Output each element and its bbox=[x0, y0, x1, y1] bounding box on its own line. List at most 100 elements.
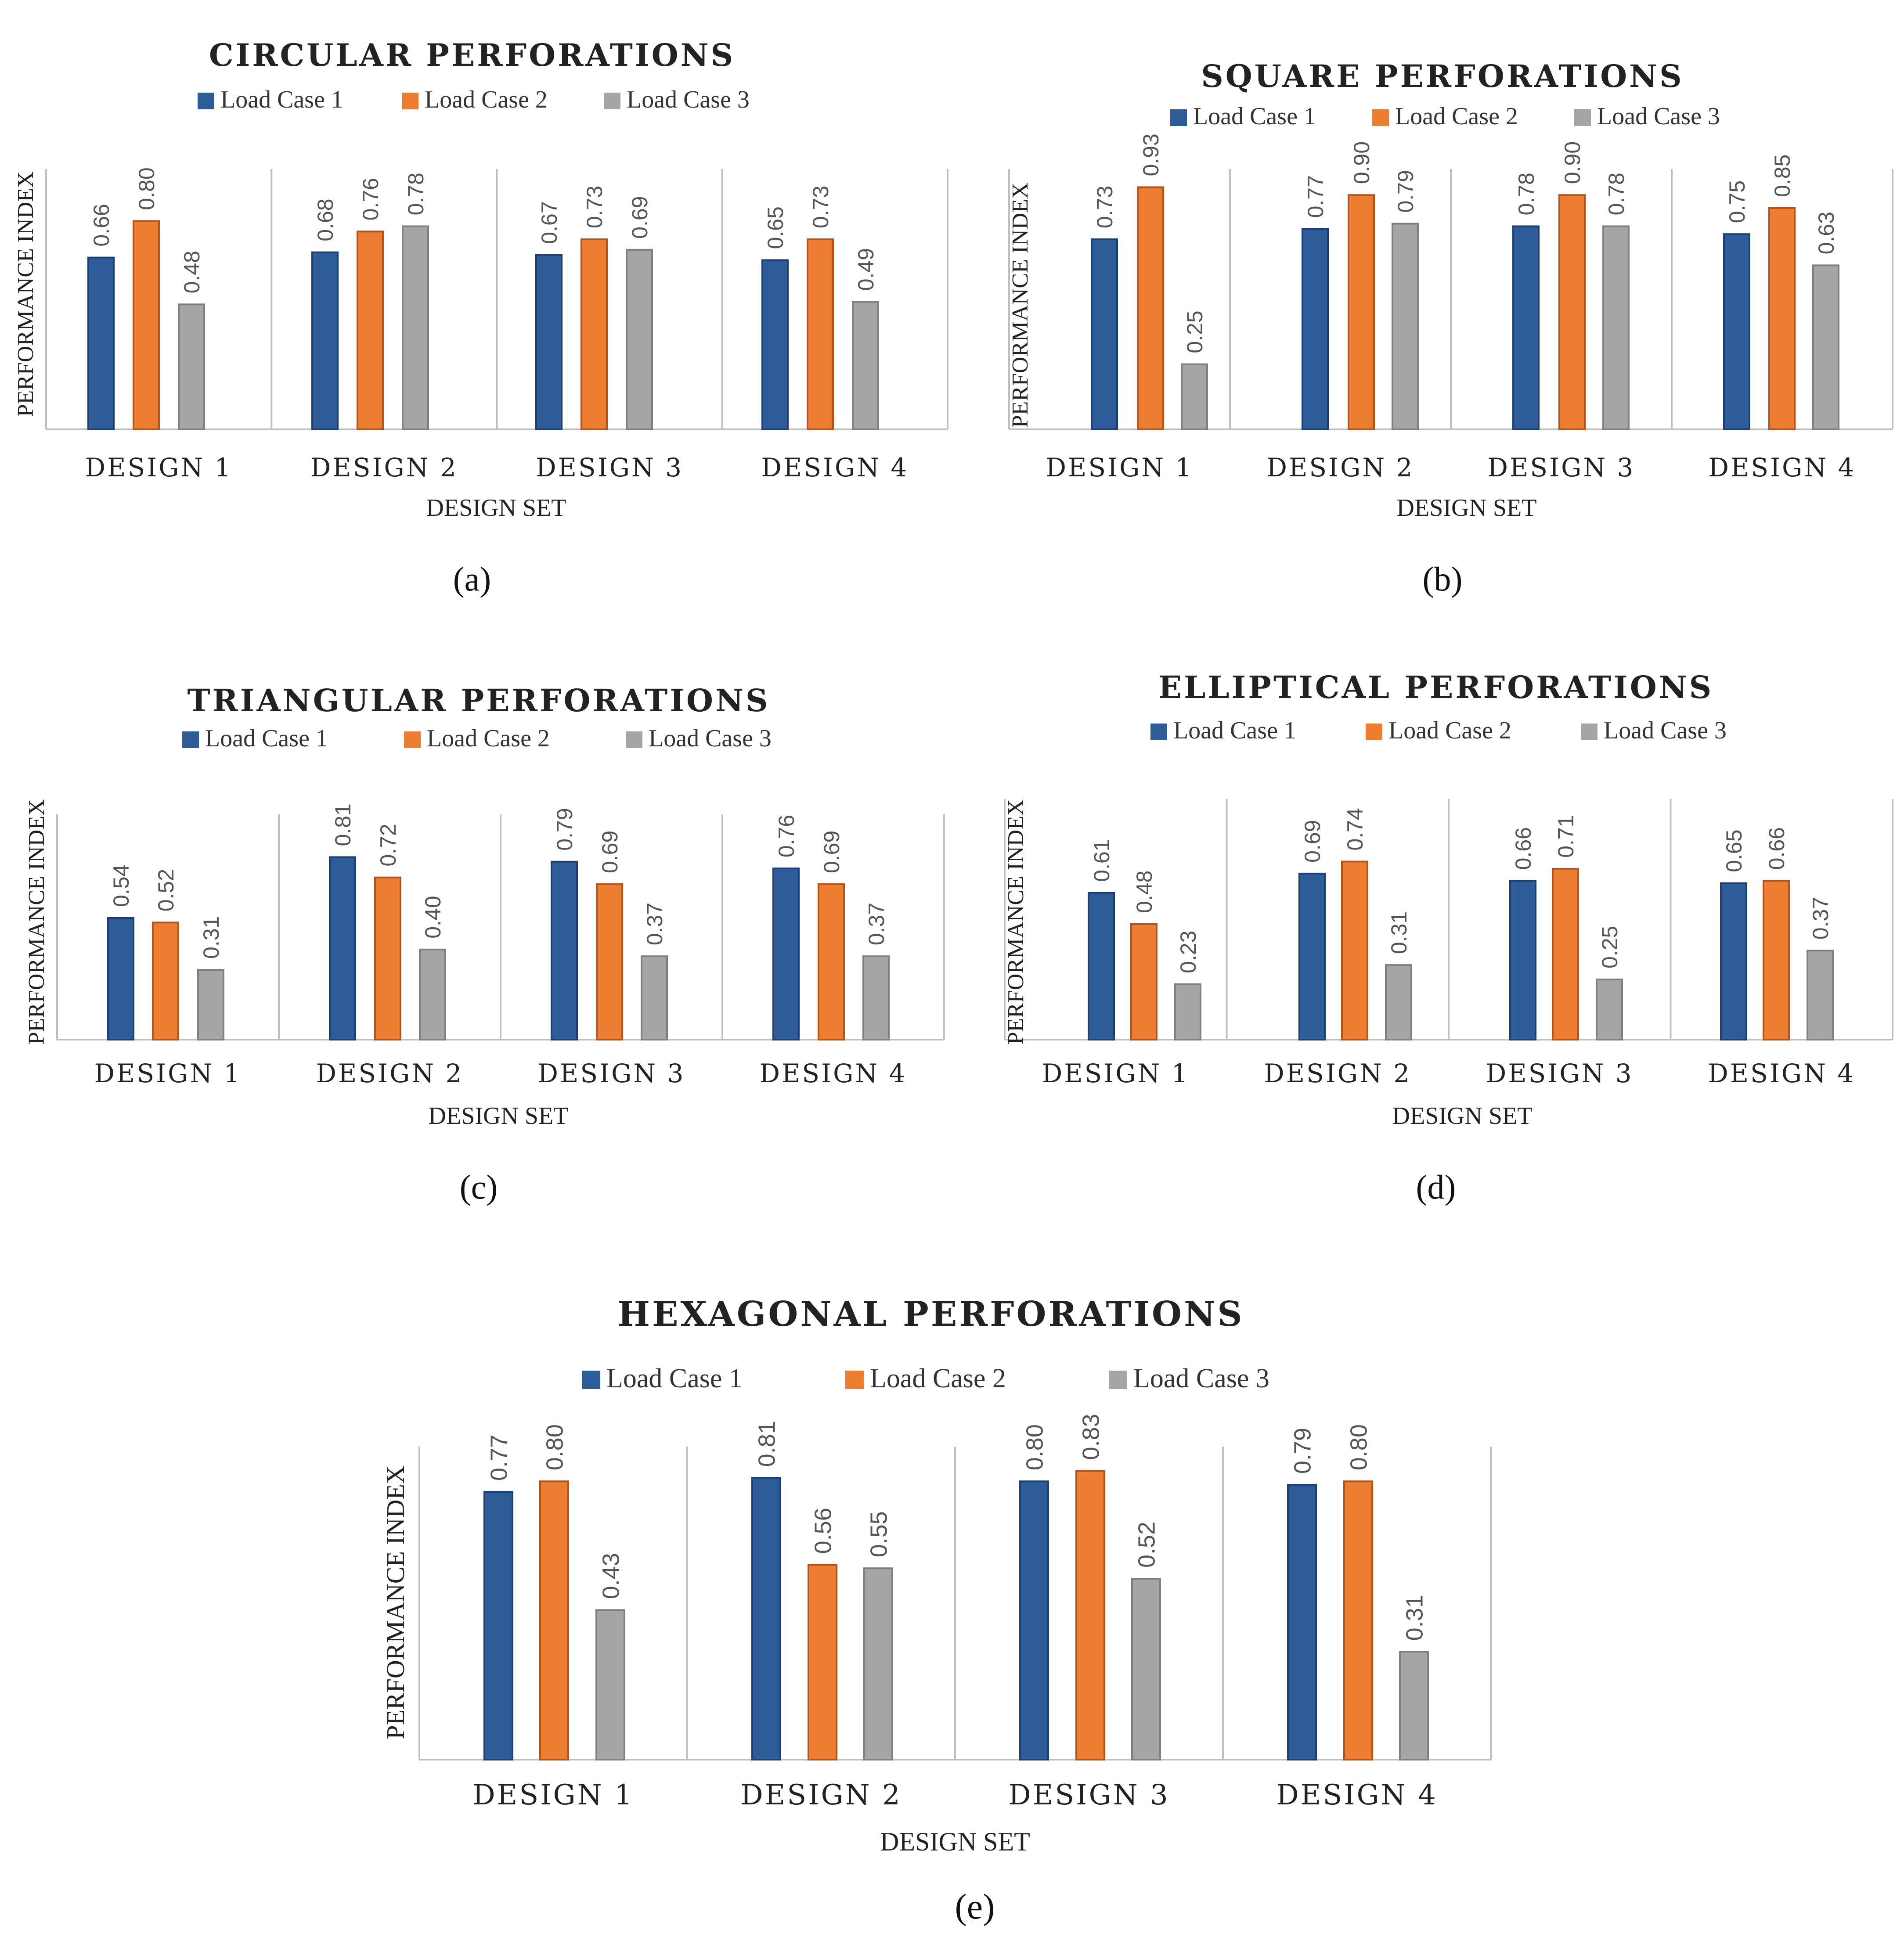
legend-label-2: Load Case 2 bbox=[870, 1364, 1006, 1393]
bar-design-2-series-3 bbox=[419, 948, 446, 1041]
legend-swatch-3 bbox=[604, 93, 620, 109]
legend-label-3: Load Case 3 bbox=[1604, 717, 1727, 744]
bar-design-1-series-2 bbox=[1130, 923, 1158, 1040]
data-label: 0.66 bbox=[1764, 827, 1789, 870]
x-axis-label: DESIGN SET bbox=[426, 494, 566, 522]
x-axis-label: DESIGN SET bbox=[880, 1827, 1030, 1856]
category-label: DESIGN 2 bbox=[1264, 1058, 1411, 1088]
data-label: 0.69 bbox=[598, 831, 622, 873]
data-label: 0.80 bbox=[541, 1424, 568, 1470]
category-label: DESIGN 3 bbox=[1008, 1779, 1169, 1811]
data-label: 0.80 bbox=[134, 167, 159, 210]
data-label: 0.65 bbox=[763, 206, 788, 249]
bar-design-4-series-3 bbox=[1812, 264, 1839, 430]
bar-design-1-series-3 bbox=[197, 968, 224, 1040]
legend-swatch-2 bbox=[402, 93, 418, 109]
data-label: 0.63 bbox=[1814, 212, 1839, 254]
category-label: DESIGN 3 bbox=[536, 453, 683, 482]
bar-design-1-series-2 bbox=[133, 220, 160, 430]
data-label: 0.77 bbox=[486, 1435, 512, 1481]
data-label: 0.74 bbox=[1343, 808, 1367, 850]
bar-design-2-series-3 bbox=[1385, 964, 1412, 1041]
data-label: 0.90 bbox=[1349, 141, 1374, 184]
legend-label-3: Load Case 3 bbox=[1133, 1364, 1269, 1393]
bar-design-1-series-2 bbox=[1137, 186, 1164, 430]
legend-swatch-1 bbox=[582, 1371, 600, 1389]
chart-title: CIRCULAR PERFORATIONS bbox=[209, 37, 735, 73]
data-label: 0.48 bbox=[1132, 871, 1157, 913]
data-label: 0.52 bbox=[154, 869, 178, 911]
data-label: 0.68 bbox=[313, 198, 338, 241]
data-label: 0.78 bbox=[1514, 173, 1539, 215]
bar-design-2-series-3 bbox=[1392, 223, 1419, 430]
data-label: 0.31 bbox=[1401, 1595, 1428, 1641]
bar-design-4-series-1 bbox=[1723, 233, 1750, 430]
data-label: 0.66 bbox=[1511, 827, 1536, 870]
data-label: 0.66 bbox=[89, 204, 114, 246]
legend-swatch-1 bbox=[182, 731, 199, 748]
panel-label: (c) bbox=[460, 1168, 498, 1206]
category-label: DESIGN 1 bbox=[1046, 453, 1194, 482]
bar-design-2-series-1 bbox=[1302, 228, 1329, 430]
bar-design-4-series-3 bbox=[1399, 1651, 1429, 1761]
bar-design-3-series-1 bbox=[1512, 225, 1540, 431]
chart-title: SQUARE PERFORATIONS bbox=[1201, 58, 1684, 94]
bar-design-1-series-1 bbox=[1091, 238, 1118, 430]
data-label: 0.90 bbox=[1560, 141, 1585, 184]
bar-design-4-series-3 bbox=[862, 955, 890, 1040]
data-label: 0.49 bbox=[854, 248, 878, 291]
legend-swatch-1 bbox=[1150, 724, 1167, 740]
bar-design-1-series-3 bbox=[178, 303, 205, 430]
bar-design-2-series-3 bbox=[402, 225, 429, 431]
bar-design-1-series-2 bbox=[539, 1480, 569, 1760]
bar-design-2-series-2 bbox=[808, 1564, 837, 1760]
data-label: 0.75 bbox=[1725, 180, 1749, 223]
category-label: DESIGN 4 bbox=[761, 453, 909, 482]
legend-label-2: Load Case 2 bbox=[1395, 103, 1518, 130]
legend-swatch-1 bbox=[1170, 109, 1187, 126]
bar-design-1-series-3 bbox=[1174, 983, 1201, 1040]
legend-swatch-3 bbox=[626, 731, 642, 748]
bar-design-2-series-1 bbox=[1298, 872, 1326, 1040]
chart-panel-2: SQUARE PERFORATIONS Load Case 1 Load Case … bbox=[1008, 58, 1893, 598]
chart-panel-3: TRIANGULAR PERFORATIONS Load Case 1 Load C… bbox=[24, 682, 945, 1206]
bar-design-1-series-1 bbox=[483, 1490, 513, 1760]
bar-design-3-series-1 bbox=[551, 860, 578, 1040]
data-label: 0.78 bbox=[404, 173, 428, 215]
bar-design-4-series-3 bbox=[852, 301, 879, 430]
bar-design-1-series-3 bbox=[1181, 363, 1208, 430]
chart-title: ELLIPTICAL PERFORATIONS bbox=[1158, 669, 1713, 706]
bar-design-1-series-2 bbox=[152, 922, 179, 1040]
panel-label: (a) bbox=[453, 560, 491, 598]
category-label: DESIGN 3 bbox=[538, 1058, 685, 1088]
bar-design-2-series-2 bbox=[1348, 194, 1375, 430]
category-label: DESIGN 1 bbox=[85, 453, 233, 482]
bar-design-4-series-2 bbox=[1343, 1480, 1373, 1760]
x-axis-label: DESIGN SET bbox=[429, 1102, 569, 1130]
chart-panel-4: ELLIPTICAL PERFORATIONS Load Case 1 Load C… bbox=[1003, 669, 1893, 1206]
data-label: 0.78 bbox=[1604, 173, 1629, 215]
bar-design-1-series-3 bbox=[595, 1609, 625, 1761]
bar-design-3-series-1 bbox=[1019, 1480, 1049, 1760]
legend-label-1: Load Case 1 bbox=[606, 1364, 743, 1393]
category-label: DESIGN 1 bbox=[472, 1779, 634, 1811]
y-axis-label: PERFORMANCE INDEX bbox=[24, 799, 49, 1044]
data-label: 0.67 bbox=[537, 201, 562, 244]
bar-design-2-series-1 bbox=[751, 1477, 781, 1761]
data-label: 0.81 bbox=[754, 1421, 780, 1467]
x-axis-label: DESIGN SET bbox=[1397, 494, 1537, 522]
bar-design-3-series-1 bbox=[1509, 880, 1536, 1040]
bar-design-4-series-1 bbox=[1287, 1484, 1317, 1761]
category-label: DESIGN 1 bbox=[94, 1058, 242, 1088]
legend-swatch-3 bbox=[1574, 109, 1591, 126]
legend-label-2: Load Case 2 bbox=[1388, 717, 1511, 744]
category-label: DESIGN 4 bbox=[760, 1058, 907, 1088]
data-label: 0.37 bbox=[1808, 897, 1833, 940]
bar-design-4-series-1 bbox=[761, 259, 789, 430]
bar-design-1-series-1 bbox=[107, 917, 134, 1040]
data-label: 0.43 bbox=[598, 1553, 624, 1599]
data-label: 0.69 bbox=[819, 831, 844, 873]
bar-design-3-series-2 bbox=[1075, 1470, 1105, 1760]
data-label: 0.55 bbox=[865, 1511, 892, 1557]
data-label: 0.77 bbox=[1303, 175, 1328, 218]
